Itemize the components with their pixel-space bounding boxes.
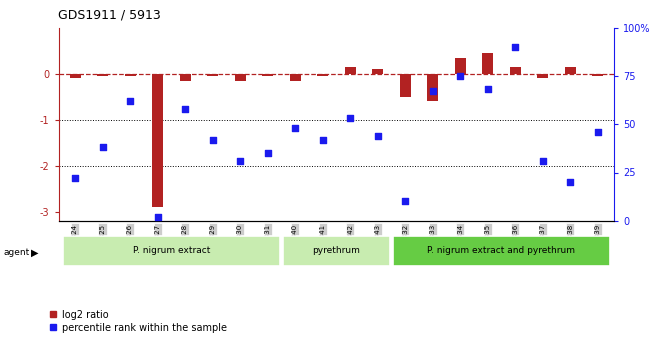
FancyBboxPatch shape: [393, 236, 610, 266]
Point: [565, 179, 575, 185]
Text: P. nigrum extract and pyrethrum: P. nigrum extract and pyrethrum: [428, 246, 575, 255]
Legend: log2 ratio, percentile rank within the sample: log2 ratio, percentile rank within the s…: [44, 306, 231, 337]
Bar: [125, 73, 136, 76]
Point: [207, 137, 218, 142]
Point: [152, 214, 162, 220]
Bar: [427, 73, 438, 101]
Bar: [482, 53, 493, 73]
Point: [180, 106, 190, 111]
Point: [317, 137, 328, 142]
Point: [538, 158, 548, 164]
FancyBboxPatch shape: [62, 236, 280, 266]
Bar: [207, 73, 218, 76]
Bar: [70, 73, 81, 78]
Text: P. nigrum extract: P. nigrum extract: [133, 246, 210, 255]
Text: agent: agent: [3, 248, 29, 257]
Point: [98, 145, 108, 150]
Text: pyrethrum: pyrethrum: [313, 246, 360, 255]
Point: [510, 44, 521, 50]
Bar: [537, 73, 548, 78]
Point: [290, 125, 300, 131]
Point: [593, 129, 603, 135]
Bar: [344, 67, 356, 73]
Bar: [592, 73, 603, 76]
Bar: [152, 73, 163, 207]
Bar: [455, 58, 465, 73]
Point: [125, 98, 135, 104]
Bar: [235, 73, 246, 80]
Bar: [565, 67, 576, 73]
Point: [400, 199, 410, 204]
Point: [455, 73, 465, 79]
Point: [70, 176, 80, 181]
Bar: [97, 73, 108, 76]
Bar: [372, 69, 383, 73]
Bar: [317, 73, 328, 76]
Bar: [400, 73, 411, 97]
Point: [263, 150, 273, 156]
Point: [372, 133, 383, 139]
Point: [482, 87, 493, 92]
Point: [345, 116, 356, 121]
Bar: [179, 73, 190, 80]
Bar: [510, 67, 521, 73]
Text: GDS1911 / 5913: GDS1911 / 5913: [58, 9, 161, 22]
Bar: [262, 73, 273, 76]
Text: ▶: ▶: [31, 248, 39, 257]
Point: [235, 158, 245, 164]
Bar: [290, 73, 300, 80]
FancyBboxPatch shape: [283, 236, 390, 266]
Point: [428, 89, 438, 94]
